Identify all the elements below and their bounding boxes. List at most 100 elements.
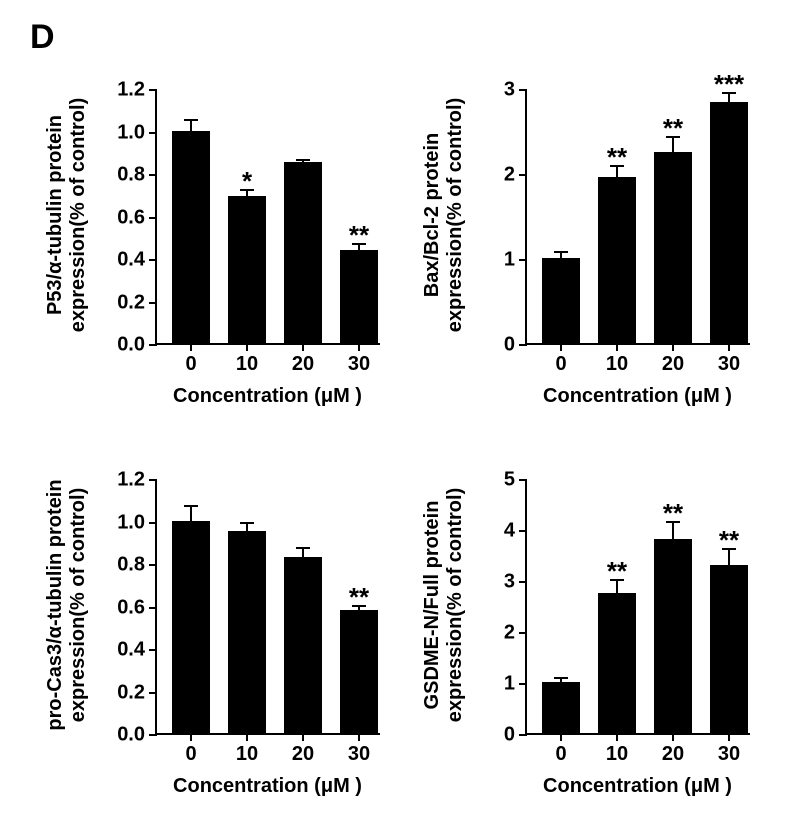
error-cap: [554, 677, 568, 679]
bar: [340, 610, 378, 733]
y-tick-label: 1: [504, 673, 515, 696]
y-tick-label: 1.0: [117, 121, 145, 144]
significance-marker: ***: [714, 71, 744, 97]
plot-area: 0123010**20**30***: [525, 90, 750, 345]
x-tick-label: 20: [662, 743, 684, 766]
y-tick: [519, 89, 527, 91]
error-cap: [184, 505, 198, 507]
bar: [284, 557, 322, 733]
x-tick: [728, 733, 730, 741]
x-tick: [672, 733, 674, 741]
x-tick: [358, 343, 360, 351]
y-tick: [149, 89, 157, 91]
bar: [284, 162, 322, 343]
y-axis-title: GSDME-N/Full protein expression(% of con…: [421, 488, 467, 722]
bar: [710, 565, 748, 733]
y-tick-label: 1.2: [117, 469, 145, 492]
y-axis-title: Bax/Bcl-2 protein expression(% of contro…: [421, 98, 467, 332]
y-tick-label: 0.6: [117, 206, 145, 229]
y-tick: [149, 302, 157, 304]
significance-marker: **: [607, 144, 627, 170]
bar: [654, 539, 692, 733]
error-bar: [190, 120, 192, 133]
bar: [654, 152, 692, 343]
bar: [172, 521, 210, 734]
plot-area: 0.00.20.40.60.81.01.20102030**: [155, 480, 380, 735]
y-tick: [149, 734, 157, 736]
y-tick-label: 1: [504, 249, 515, 272]
bar: [228, 531, 266, 733]
chart-p53: 0.00.20.40.60.81.01.2010*2030** P53/α-tub…: [45, 70, 420, 425]
y-tick-label: 0.2: [117, 681, 145, 704]
bar: [172, 131, 210, 344]
x-axis-title: Concentration (μM ): [543, 385, 732, 408]
y-tick: [519, 530, 527, 532]
x-tick: [246, 733, 248, 741]
figure-panel-d: { "page": { "width": 787, "height": 840,…: [0, 0, 787, 840]
y-tick: [519, 734, 527, 736]
significance-marker: **: [663, 500, 683, 526]
x-tick-label: 0: [555, 743, 566, 766]
x-axis-title: Concentration (μM ): [543, 775, 732, 798]
significance-marker: **: [607, 558, 627, 584]
y-tick-label: 0: [504, 724, 515, 747]
x-tick-label: 20: [662, 353, 684, 376]
x-tick: [560, 733, 562, 741]
x-tick: [302, 343, 304, 351]
y-tick: [149, 217, 157, 219]
y-tick-label: 0.8: [117, 554, 145, 577]
bar: [598, 177, 636, 343]
bar: [710, 102, 748, 343]
y-tick: [149, 259, 157, 261]
error-bar: [190, 506, 192, 523]
y-tick-label: 0.0: [117, 724, 145, 747]
x-tick: [358, 733, 360, 741]
x-tick-label: 30: [348, 743, 370, 766]
plot-area: 0.00.20.40.60.81.01.2010*2030**: [155, 90, 380, 345]
y-tick-label: 1.0: [117, 511, 145, 534]
y-tick: [149, 692, 157, 694]
y-tick-label: 0.4: [117, 639, 145, 662]
x-tick-label: 10: [236, 353, 258, 376]
y-tick: [519, 683, 527, 685]
error-bar: [302, 548, 304, 559]
y-tick: [149, 564, 157, 566]
significance-marker: **: [349, 584, 369, 610]
error-cap: [296, 159, 310, 161]
x-tick: [190, 343, 192, 351]
y-tick-label: 0.0: [117, 334, 145, 357]
x-tick-label: 30: [348, 353, 370, 376]
y-tick: [519, 174, 527, 176]
x-tick: [672, 343, 674, 351]
y-tick-label: 2: [504, 622, 515, 645]
x-tick-label: 10: [606, 353, 628, 376]
x-tick: [190, 733, 192, 741]
error-cap: [296, 547, 310, 549]
x-tick-label: 10: [236, 743, 258, 766]
bar: [228, 196, 266, 343]
bar: [542, 682, 580, 733]
y-tick-label: 0.2: [117, 291, 145, 314]
y-tick: [519, 632, 527, 634]
y-tick: [519, 344, 527, 346]
error-bar: [246, 523, 248, 534]
x-tick: [728, 343, 730, 351]
error-bar: [560, 252, 562, 261]
y-tick-label: 3: [504, 571, 515, 594]
y-tick: [149, 522, 157, 524]
y-tick-label: 0.4: [117, 249, 145, 272]
x-tick-label: 0: [185, 743, 196, 766]
y-axis-title: P53/α-tubulin protein expression(% of co…: [44, 98, 90, 332]
x-tick-label: 0: [555, 353, 566, 376]
y-tick: [149, 607, 157, 609]
chart-bax: 0123010**20**30*** Bax/Bcl-2 protein expr…: [415, 70, 787, 425]
y-tick: [149, 344, 157, 346]
x-tick: [560, 343, 562, 351]
error-cap: [184, 119, 198, 121]
y-tick-label: 3: [504, 79, 515, 102]
x-tick-label: 0: [185, 353, 196, 376]
x-tick: [616, 733, 618, 741]
y-tick-label: 4: [504, 520, 515, 543]
y-tick-label: 1.2: [117, 79, 145, 102]
significance-marker: *: [242, 168, 252, 194]
